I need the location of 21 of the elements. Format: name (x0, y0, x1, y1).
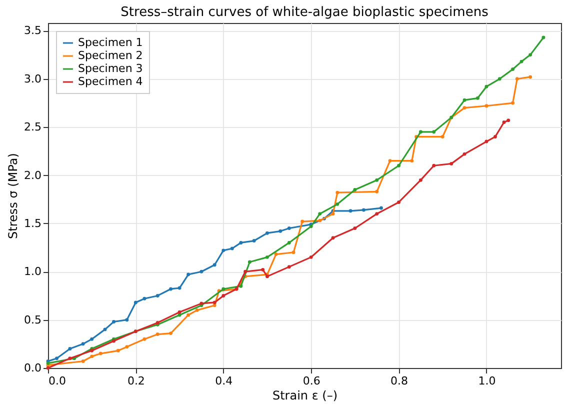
chart-title: Stress–strain curves of white-algae bioplastic specimens (120, 5, 489, 20)
x-tick-label: 0.2 (127, 374, 145, 388)
legend-label: Specimen 4 (78, 75, 143, 88)
x-tick-label: 0.0 (48, 374, 66, 388)
y-tick-label: 0.0 (24, 362, 42, 374)
legend-label: Specimen 1 (78, 36, 143, 49)
x-tick-label: 0.6 (302, 374, 320, 388)
y-tick-label: 3.5 (24, 24, 42, 38)
y-axis-title: Stress σ (MPa) (6, 153, 20, 239)
x-axis-title: Strain ε (–) (272, 388, 338, 402)
legend-label: Specimen 2 (78, 49, 143, 62)
y-tick-label: 1.0 (24, 265, 42, 278)
x-tick-label: 1.0 (478, 374, 496, 388)
legend-label: Specimen 3 (78, 62, 143, 75)
x-tick-label: 0.4 (215, 374, 233, 388)
y-tick-label: 2.0 (24, 168, 42, 182)
y-tick-label: 2.5 (24, 120, 42, 134)
y-tick-label: 1.5 (24, 216, 42, 230)
x-tick-label: 0.8 (390, 374, 408, 388)
y-tick-label: 0.5 (24, 313, 42, 326)
y-tick-label: 3.0 (24, 72, 42, 86)
